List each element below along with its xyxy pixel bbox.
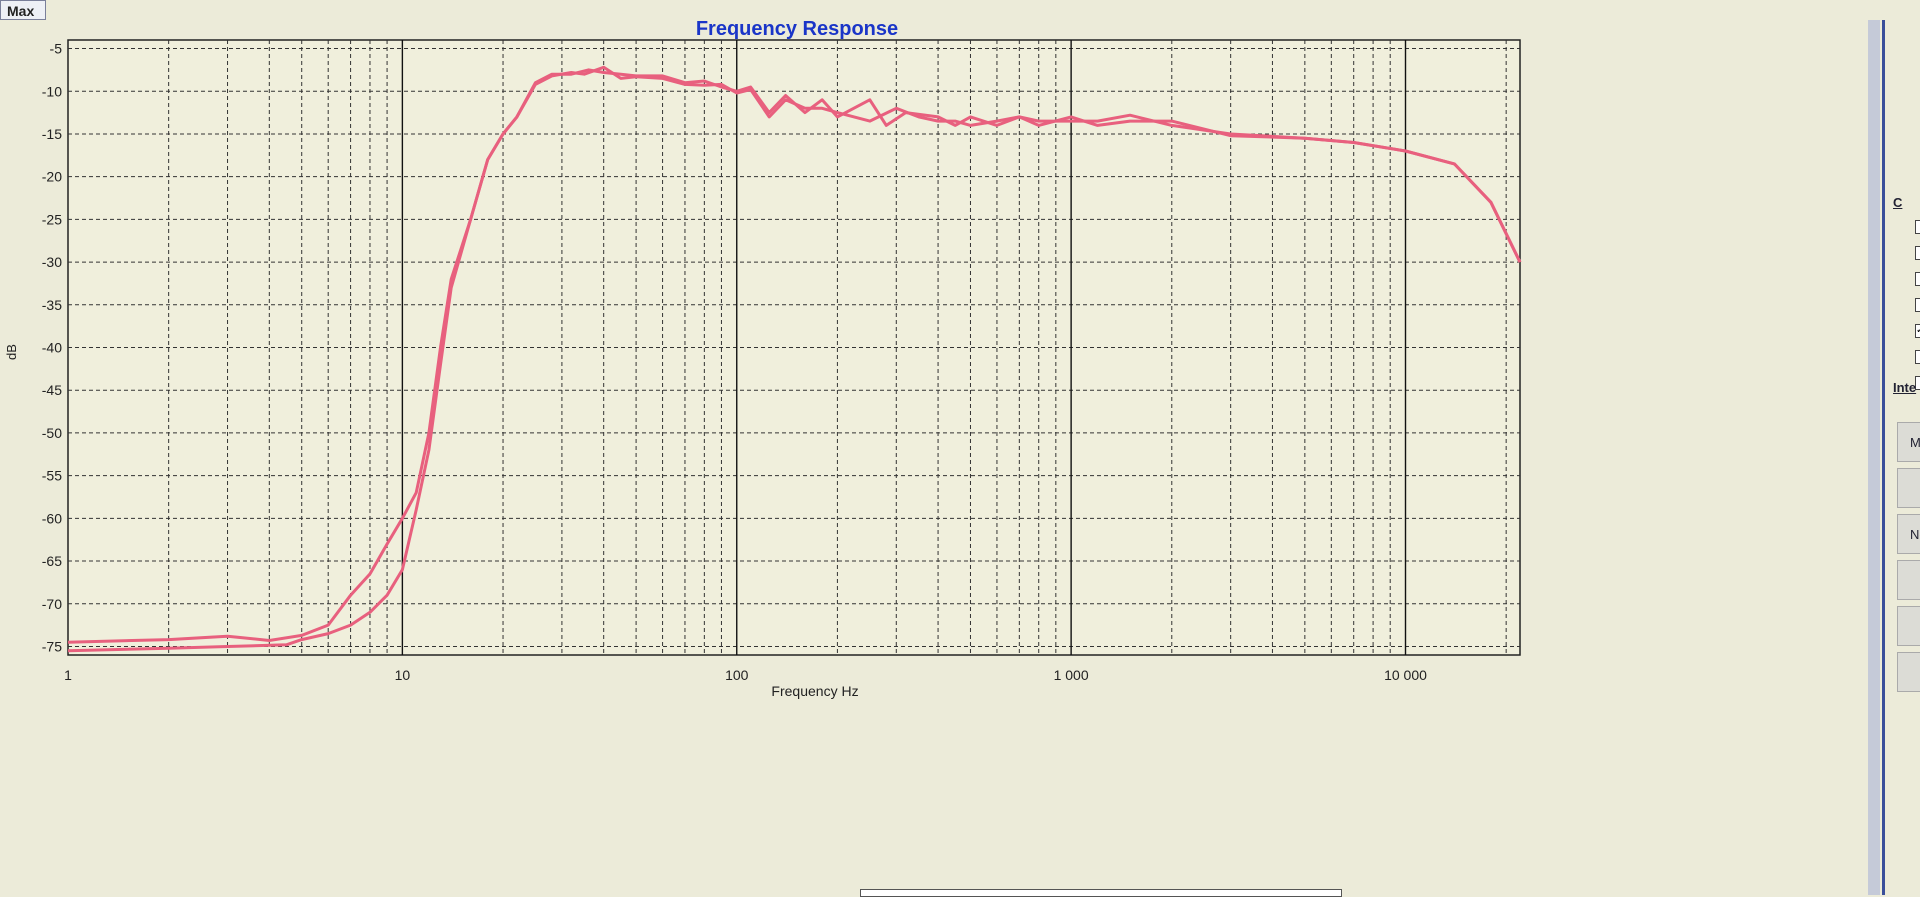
section-label: Inte (1893, 380, 1917, 395)
y-tick-label: -35 (42, 297, 62, 313)
y-tick-label: -70 (42, 596, 62, 612)
checkbox[interactable] (1915, 350, 1920, 364)
y-tick-label: -20 (42, 169, 62, 185)
panel-button[interactable] (1897, 652, 1920, 692)
checkbox[interactable] (1915, 220, 1920, 234)
y-tick-label: -60 (42, 510, 62, 526)
panel-button[interactable] (1897, 468, 1920, 508)
checkbox[interactable]: ✓ (1915, 324, 1920, 338)
y-tick-label: -45 (42, 382, 62, 398)
y-tick-label: -25 (42, 211, 62, 227)
panel-button[interactable] (1897, 560, 1920, 600)
max-button[interactable]: Max (0, 0, 46, 20)
series-lines (67, 65, 1522, 653)
group-label: C (1893, 195, 1903, 210)
tick-labels: -5 -10 -15 -20 -25 -30 -35 -40 -45 -50 -55 -60 -65 -7… (42, 41, 1427, 683)
x-tick-label: 10 (395, 667, 411, 683)
x-tick-label: 10 000 (1384, 667, 1427, 683)
chart-title: Frequency Response (696, 18, 898, 40)
bottom-scrollbar[interactable] (860, 889, 1342, 897)
checkbox[interactable] (1915, 376, 1920, 390)
side-panel: C ✓ Inte Me Ne (1882, 20, 1920, 895)
panel-button[interactable] (1897, 606, 1920, 646)
checkbox[interactable] (1915, 298, 1920, 312)
frequency-response-chart: -5 -10 -15 -20 -25 -30 -35 -40 -45 -50 -55 -60 -65 -7… (4, 18, 1522, 699)
y-tick-label: -75 (42, 638, 62, 654)
splitter[interactable] (1868, 20, 1880, 895)
checkbox[interactable] (1915, 246, 1920, 260)
y-axis-label: dB (4, 344, 19, 360)
y-tick-label: -50 (42, 425, 62, 441)
x-tick-label: 1 000 (1054, 667, 1089, 683)
panel-button[interactable]: Ne (1897, 514, 1920, 554)
x-tick-label: 100 (725, 667, 749, 683)
x-axis-label: Frequency Hz (771, 683, 858, 699)
y-tick-label: -5 (50, 41, 63, 57)
y-tick-label: -40 (42, 340, 62, 356)
panel-button[interactable]: Me (1897, 422, 1920, 462)
x-tick-label: 1 (64, 667, 72, 683)
grid (68, 40, 1520, 655)
y-tick-label: -15 (42, 126, 62, 142)
y-tick-label: -55 (42, 468, 62, 484)
y-tick-label: -30 (42, 254, 62, 270)
series-line (67, 65, 1522, 653)
y-tick-label: -65 (42, 553, 62, 569)
y-tick-label: -10 (42, 83, 62, 99)
checkbox[interactable] (1915, 272, 1920, 286)
